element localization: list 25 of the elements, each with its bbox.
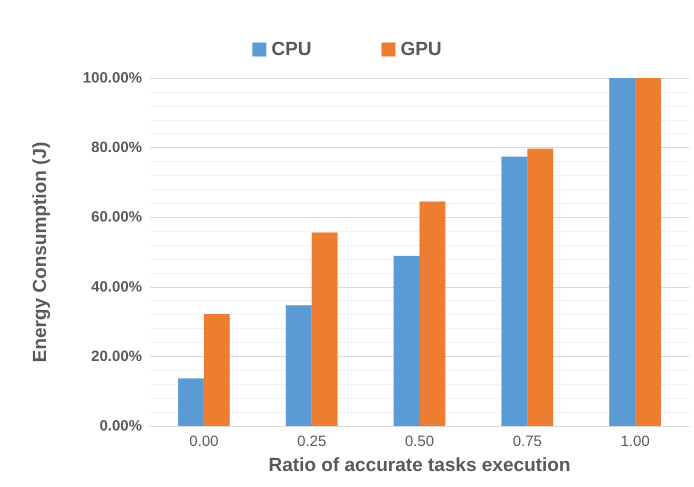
x-tick-label: 1.00 [620,433,650,450]
y-tick-label: 40.00% [91,278,142,296]
x-tick-label: 0.75 [512,433,542,450]
x-tick-label: 0.25 [297,433,326,450]
bar [420,202,446,426]
bar [312,232,338,426]
y-tick-label: 0.00% [99,418,142,434]
bar [204,314,230,426]
y-tick-label: 60.00% [91,208,142,226]
legend-label: CPU [271,39,312,60]
bar [635,78,661,426]
legend-label: GPU [400,39,442,60]
bar [609,78,636,426]
bar [501,156,528,426]
x-axis-title: Ratio of accurate tasks execution [268,455,570,476]
bar [527,148,554,426]
bar [178,378,204,426]
y-axis-title: Energy Consumption (J) [30,142,51,362]
x-tick-label: 0.00 [189,433,218,450]
y-tick-label: 80.00% [91,139,142,156]
y-tick-label: 20.00% [91,348,142,365]
y-tick-label: 100.00% [82,70,142,86]
bar [286,305,312,426]
x-tick-label: 0.50 [404,433,434,450]
bar [394,256,420,426]
